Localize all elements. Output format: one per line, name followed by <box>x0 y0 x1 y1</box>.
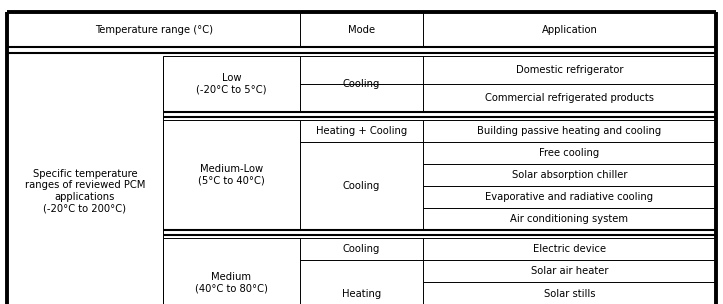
Text: Heating + Cooling: Heating + Cooling <box>316 126 407 136</box>
Text: Electric device: Electric device <box>533 244 606 254</box>
Text: Air conditioning system: Air conditioning system <box>510 214 628 223</box>
Text: Domestic refrigerator: Domestic refrigerator <box>515 65 623 74</box>
Text: Building passive heating and cooling: Building passive heating and cooling <box>477 126 662 136</box>
Text: Cooling: Cooling <box>343 79 380 88</box>
Text: Medium-Low
(5°C to 40°C): Medium-Low (5°C to 40°C) <box>198 164 265 186</box>
Text: Heating: Heating <box>342 288 381 299</box>
Text: Cooling: Cooling <box>343 244 380 254</box>
Text: Commercial refrigerated products: Commercial refrigerated products <box>485 93 654 102</box>
Text: Low
(-20°C to 5°C): Low (-20°C to 5°C) <box>196 73 267 95</box>
Text: Application: Application <box>542 25 597 35</box>
Text: Cooling: Cooling <box>343 181 380 191</box>
Text: Evaporative and radiative cooling: Evaporative and radiative cooling <box>485 192 654 202</box>
Text: Free cooling: Free cooling <box>539 148 599 158</box>
Text: Temperature range (°C): Temperature range (°C) <box>95 25 213 35</box>
Text: Medium
(40°C to 80°C): Medium (40°C to 80°C) <box>195 271 268 293</box>
Text: Solar stills: Solar stills <box>544 288 595 299</box>
Text: Mode: Mode <box>348 25 375 35</box>
Text: Specific temperature
ranges of reviewed PCM
applications
(-20°C to 200°C): Specific temperature ranges of reviewed … <box>25 169 145 214</box>
Text: Solar absorption chiller: Solar absorption chiller <box>512 170 627 180</box>
Text: Solar air heater: Solar air heater <box>531 266 608 276</box>
